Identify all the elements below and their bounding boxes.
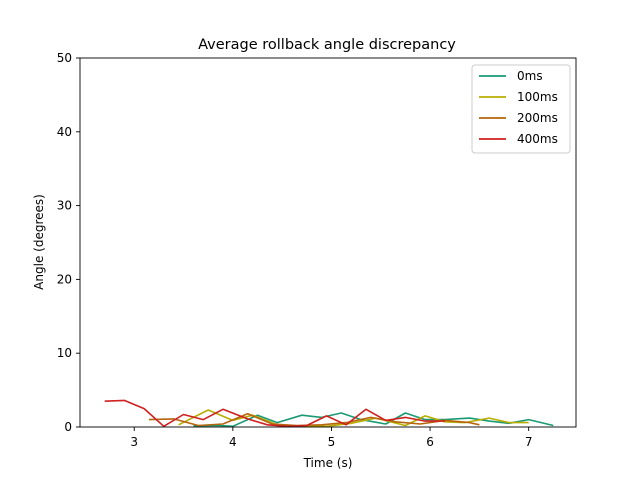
x-tick-label: 4 [229, 435, 237, 449]
y-tick-label: 40 [57, 125, 72, 139]
legend-label: 0ms [517, 69, 543, 83]
series-line-400ms [104, 399, 445, 428]
y-tick-label: 20 [57, 272, 72, 286]
y-tick-label: 50 [57, 51, 72, 65]
x-tick-label: 3 [130, 435, 138, 449]
chart-title: Average rollback angle discrepancy [198, 37, 456, 53]
y-tick-label: 30 [57, 199, 72, 213]
legend-label: 200ms [517, 111, 558, 125]
legend-box [471, 64, 571, 154]
y-tick-label: 10 [57, 346, 72, 360]
x-tick-label: 6 [426, 435, 434, 449]
axes: 3 4 5 6 7 0 10 20 30 40 50 [57, 51, 577, 449]
y-axis-label: Angle (degrees) [32, 194, 46, 290]
legend-label: 100ms [517, 90, 558, 104]
x-tick-label: 7 [525, 435, 533, 449]
series-line-0ms [193, 412, 554, 428]
x-axis-label: Time (s) [303, 456, 353, 470]
x-tick-label: 5 [328, 435, 336, 449]
legend-label: 400ms [517, 132, 558, 146]
plot-frame [79, 57, 577, 428]
legend: 0ms 100ms 200ms 400ms [471, 64, 571, 154]
plot-area [104, 399, 554, 428]
y-tick-label: 0 [64, 420, 72, 434]
